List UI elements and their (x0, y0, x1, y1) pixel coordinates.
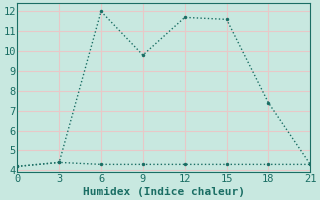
X-axis label: Humidex (Indice chaleur): Humidex (Indice chaleur) (83, 186, 245, 197)
